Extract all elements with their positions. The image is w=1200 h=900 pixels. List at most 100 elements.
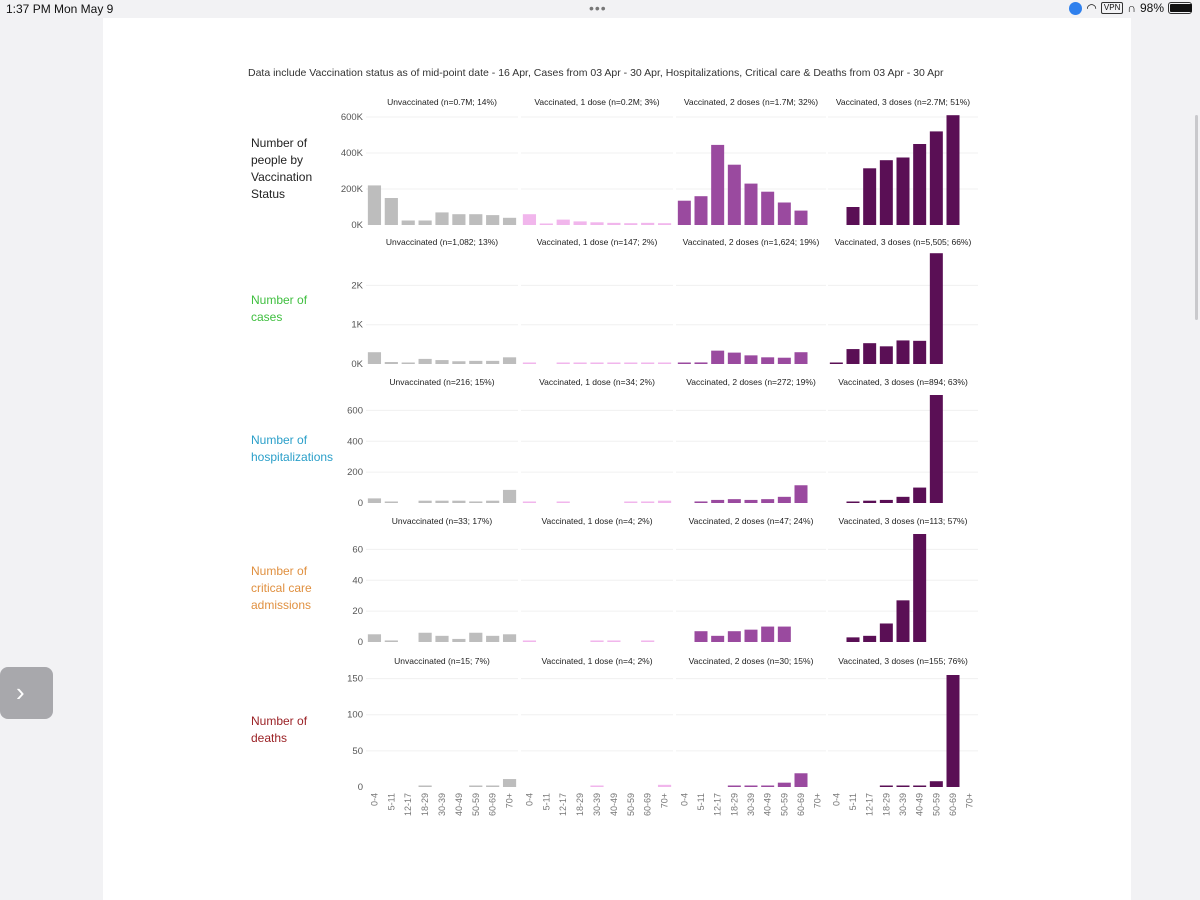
bar-one_dose-30-39[interactable] bbox=[590, 362, 604, 365]
bar-three_doses-40-49[interactable] bbox=[913, 340, 927, 364]
bar-one_dose-40-49[interactable] bbox=[607, 222, 621, 225]
bar-one_dose-50-59[interactable] bbox=[624, 501, 638, 504]
bar-one_dose-50-59[interactable] bbox=[624, 362, 638, 365]
bar-two_doses-0-4[interactable] bbox=[677, 362, 691, 365]
bar-two_doses-12-17[interactable] bbox=[711, 350, 725, 364]
bar-one_dose-40-49[interactable] bbox=[607, 640, 621, 642]
bar-two_doses-50-59[interactable] bbox=[777, 626, 791, 642]
bar-unvaccinated-60-69[interactable] bbox=[486, 500, 500, 503]
bar-unvaccinated-40-49[interactable] bbox=[452, 214, 466, 225]
bar-unvaccinated-0-4[interactable] bbox=[367, 498, 382, 503]
bar-one_dose-0-4[interactable] bbox=[522, 501, 537, 504]
bar-three_doses-12-17[interactable] bbox=[863, 635, 877, 642]
bar-three_doses-50-59[interactable] bbox=[929, 395, 943, 503]
bar-three_doses-18-29[interactable] bbox=[879, 160, 893, 225]
bar-two_doses-12-17[interactable] bbox=[711, 144, 725, 225]
bar-unvaccinated-50-59[interactable] bbox=[469, 214, 483, 225]
bar-unvaccinated-70+[interactable] bbox=[502, 779, 517, 787]
bar-three_doses-12-17[interactable] bbox=[863, 343, 877, 364]
bar-two_doses-60-69[interactable] bbox=[794, 210, 808, 225]
bar-two_doses-5-11[interactable] bbox=[694, 501, 708, 503]
bar-unvaccinated-70+[interactable] bbox=[502, 634, 517, 642]
bar-unvaccinated-18-29[interactable] bbox=[418, 785, 432, 788]
bar-two_doses-50-59[interactable] bbox=[777, 357, 791, 364]
bar-three_doses-12-17[interactable] bbox=[863, 168, 877, 225]
bar-three_doses-5-11[interactable] bbox=[846, 349, 860, 364]
bar-two_doses-30-39[interactable] bbox=[744, 629, 758, 642]
bar-unvaccinated-0-4[interactable] bbox=[367, 634, 382, 642]
bar-one_dose-70+[interactable] bbox=[657, 223, 672, 225]
bar-two_doses-50-59[interactable] bbox=[777, 202, 791, 226]
bar-unvaccinated-60-69[interactable] bbox=[486, 360, 500, 364]
bar-three_doses-30-39[interactable] bbox=[896, 340, 910, 364]
bar-three_doses-40-49[interactable] bbox=[913, 487, 927, 503]
bar-two_doses-40-49[interactable] bbox=[761, 357, 775, 364]
bar-three_doses-30-39[interactable] bbox=[896, 600, 910, 642]
bar-two_doses-18-29[interactable] bbox=[727, 631, 741, 642]
bar-two_doses-40-49[interactable] bbox=[761, 626, 775, 642]
bar-three_doses-12-17[interactable] bbox=[863, 500, 877, 503]
scrollbar[interactable] bbox=[1195, 115, 1198, 320]
bar-one_dose-12-17[interactable] bbox=[556, 362, 570, 365]
bar-two_doses-12-17[interactable] bbox=[711, 499, 725, 503]
bar-three_doses-40-49[interactable] bbox=[913, 144, 927, 225]
bar-one_dose-40-49[interactable] bbox=[607, 362, 621, 365]
bar-three_doses-18-29[interactable] bbox=[879, 623, 893, 642]
bar-unvaccinated-60-69[interactable] bbox=[486, 635, 500, 642]
bar-unvaccinated-18-29[interactable] bbox=[418, 220, 432, 226]
bar-one_dose-30-39[interactable] bbox=[590, 640, 604, 642]
bar-unvaccinated-30-39[interactable] bbox=[435, 212, 449, 225]
bar-unvaccinated-50-59[interactable] bbox=[469, 632, 483, 642]
bar-unvaccinated-0-4[interactable] bbox=[367, 352, 382, 364]
bar-unvaccinated-40-49[interactable] bbox=[452, 638, 466, 642]
bar-two_doses-30-39[interactable] bbox=[744, 785, 758, 788]
bar-three_doses-5-11[interactable] bbox=[846, 501, 860, 504]
bar-three_doses-50-59[interactable] bbox=[929, 253, 943, 364]
bar-unvaccinated-12-17[interactable] bbox=[401, 362, 415, 365]
bar-one_dose-0-4[interactable] bbox=[522, 214, 537, 225]
bar-unvaccinated-30-39[interactable] bbox=[435, 500, 449, 503]
bar-one_dose-12-17[interactable] bbox=[556, 219, 570, 225]
bar-one_dose-60-69[interactable] bbox=[641, 640, 655, 642]
bar-three_doses-50-59[interactable] bbox=[929, 131, 943, 225]
bar-unvaccinated-5-11[interactable] bbox=[384, 362, 398, 364]
bar-three_doses-30-39[interactable] bbox=[896, 157, 910, 226]
bar-unvaccinated-60-69[interactable] bbox=[486, 785, 500, 788]
bar-two_doses-18-29[interactable] bbox=[727, 499, 741, 503]
bar-two_doses-60-69[interactable] bbox=[794, 485, 808, 503]
bar-two_doses-5-11[interactable] bbox=[694, 362, 708, 364]
bar-two_doses-50-59[interactable] bbox=[777, 782, 791, 787]
bar-three_doses-18-29[interactable] bbox=[879, 785, 893, 788]
bar-two_doses-30-39[interactable] bbox=[744, 499, 758, 503]
bar-three_doses-50-59[interactable] bbox=[929, 781, 943, 787]
bar-unvaccinated-18-29[interactable] bbox=[418, 632, 432, 642]
bar-one_dose-50-59[interactable] bbox=[624, 223, 638, 225]
bar-unvaccinated-12-17[interactable] bbox=[401, 220, 415, 226]
bar-three_doses-5-11[interactable] bbox=[846, 637, 860, 642]
bar-three_doses-30-39[interactable] bbox=[896, 496, 910, 503]
bar-three_doses-18-29[interactable] bbox=[879, 499, 893, 503]
bar-two_doses-60-69[interactable] bbox=[794, 773, 808, 787]
bar-unvaccinated-50-59[interactable] bbox=[469, 360, 483, 364]
bar-unvaccinated-70+[interactable] bbox=[502, 217, 517, 225]
bar-unvaccinated-5-11[interactable] bbox=[384, 640, 398, 642]
bar-unvaccinated-50-59[interactable] bbox=[469, 785, 483, 788]
bar-three_doses-60-69[interactable] bbox=[946, 115, 960, 225]
multitasking-dots-icon[interactable]: ••• bbox=[589, 0, 607, 16]
bar-one_dose-12-17[interactable] bbox=[556, 501, 570, 504]
bar-one_dose-18-29[interactable] bbox=[573, 221, 587, 225]
bar-two_doses-18-29[interactable] bbox=[727, 352, 741, 364]
bar-two_doses-60-69[interactable] bbox=[794, 352, 808, 364]
bar-unvaccinated-0-4[interactable] bbox=[367, 185, 382, 225]
bar-two_doses-5-11[interactable] bbox=[694, 196, 708, 225]
bar-one_dose-60-69[interactable] bbox=[641, 222, 655, 225]
bar-two_doses-30-39[interactable] bbox=[744, 183, 758, 225]
bar-one_dose-18-29[interactable] bbox=[573, 362, 587, 365]
bar-one_dose-60-69[interactable] bbox=[641, 362, 655, 365]
bar-two_doses-30-39[interactable] bbox=[744, 355, 758, 364]
bar-unvaccinated-5-11[interactable] bbox=[384, 501, 398, 504]
bar-two_doses-40-49[interactable] bbox=[761, 785, 775, 788]
bar-unvaccinated-60-69[interactable] bbox=[486, 215, 500, 225]
bar-unvaccinated-50-59[interactable] bbox=[469, 501, 483, 503]
bar-unvaccinated-18-29[interactable] bbox=[418, 500, 432, 503]
